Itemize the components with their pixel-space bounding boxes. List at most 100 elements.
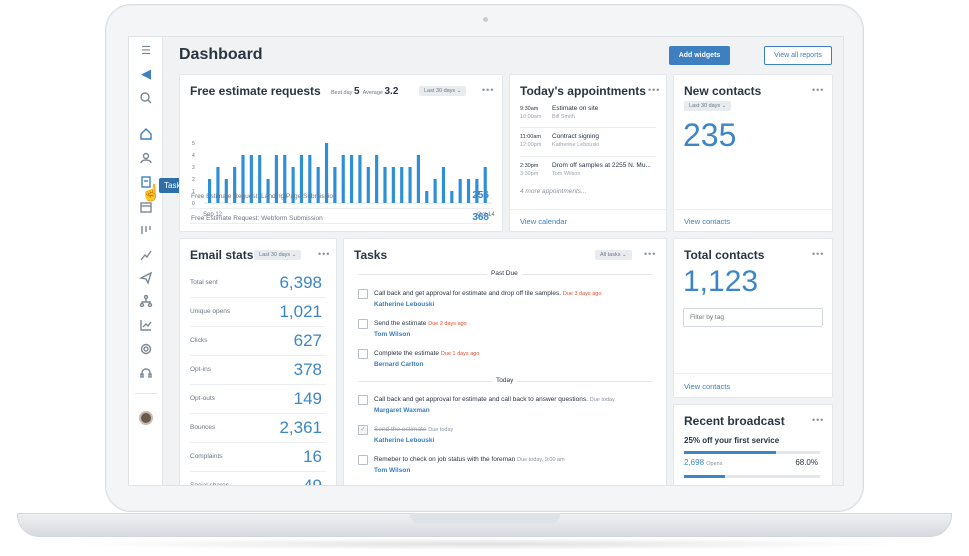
average-label: Average [362,90,383,96]
task-title: Remeber to check on job status with the … [374,456,516,463]
page-title: Dashboard [179,46,263,63]
task-text[interactable]: Call back and get approval for estimate … [374,396,615,403]
task-text[interactable]: Call back and get approval for estimate … [374,290,601,297]
stat-value: 6,398 [279,273,322,292]
task-person[interactable]: Katherine Lebouski [374,301,435,308]
email-stats-range-dropdown[interactable]: Last 30 days ⌄ [254,250,302,260]
total-contacts-card: Total contacts ••• 1,123 View contacts [673,238,833,398]
logo-icon[interactable]: ◀ [141,66,151,81]
bar [483,167,487,203]
divider [190,413,326,414]
avatar[interactable] [139,411,153,425]
task-checkbox-checked[interactable]: ✓ [358,425,368,435]
stat-label: Clicks [190,337,208,344]
new-contacts-value: 235 [683,117,737,153]
filter-by-tag-input[interactable] [683,308,823,327]
broadcast-more-icon[interactable]: ••• [812,415,825,425]
task-person[interactable]: Tom Wilson [374,467,411,474]
laptop-shadow [60,538,910,550]
task-checkbox[interactable] [358,455,368,465]
new-contacts-more-icon[interactable]: ••• [812,85,825,95]
chart-x-end: Oct 14 [477,212,495,218]
tasks-filter-dropdown[interactable]: All tasks ⌄ [595,250,632,260]
total-contacts-title: Total contacts [684,248,765,262]
task-text[interactable]: Send the estimate Due today [374,426,453,433]
home-icon[interactable] [138,127,154,143]
task-person[interactable]: Bernard Carlton [374,361,424,368]
bar [350,155,354,203]
appt-title[interactable]: Contract signing [552,133,599,140]
divider [190,442,326,443]
task-due: Due 1 days ago [440,351,480,357]
more-appointments-link[interactable]: 4 more appointments... [520,188,587,195]
bar [283,155,287,203]
new-contacts-range-dropdown[interactable]: Last 30 days ⌄ [684,101,732,111]
support-icon[interactable] [138,366,154,382]
bar [291,167,295,203]
search-icon[interactable] [138,91,154,107]
tasks-icon[interactable] [138,175,154,191]
appt-title[interactable]: Estimate on site [552,105,599,112]
task-text[interactable]: Remeber to check on job status with the … [374,456,565,463]
divider [674,209,832,210]
appt-end: 12:00pm [520,142,542,148]
task-due: Due today [428,427,454,433]
bar [475,179,479,203]
automation-icon[interactable] [138,248,154,264]
task-person[interactable]: Margaret Waxman [374,407,430,414]
view-contacts-link[interactable]: View contacts [684,382,731,391]
task-text[interactable]: Send the estimate Due 2 days ago [374,320,467,327]
opens-label: Opens [706,461,723,467]
total-contacts-more-icon[interactable]: ••• [812,249,825,259]
task-person[interactable]: Katherine Lebouski [374,437,435,444]
appt-title[interactable]: Drom off samples at 2255 N. Mu... [552,162,651,169]
settings-icon[interactable] [138,342,154,358]
stat-value: 627 [293,331,322,350]
task-text[interactable]: Complete the estimate Due 1 days ago [374,350,479,357]
reports-icon[interactable] [138,318,154,334]
estimates-range-dropdown[interactable]: Last 30 days ⌄ [419,86,467,96]
estimate-row-label: Free Estimate Request: Webform Submissio… [191,215,323,222]
appt-end: 10:00am [520,114,542,120]
email-stats-more-icon[interactable]: ••• [318,249,331,259]
broadcast-subject[interactable]: 25% off your first service [684,436,780,445]
sidebar: ☰ ◀ [129,37,163,485]
bar [391,167,395,203]
chart-x-start: Sep 12 [203,212,223,218]
sitemap-icon[interactable] [138,294,154,310]
bar [441,167,446,203]
opens-percent: 68.0% [795,458,818,467]
estimates-bar-chart: 5 4 3 2 1 0 [192,141,492,207]
tasks-more-icon[interactable]: ••• [644,249,657,259]
stat-label: Complaints [190,453,223,460]
task-checkbox[interactable] [358,289,368,299]
appointments-more-icon[interactable]: ••• [648,85,661,95]
second-track [684,475,820,478]
estimates-more-icon[interactable]: ••• [482,85,495,95]
second-bar-fill [684,475,725,478]
contacts-icon[interactable] [138,151,154,167]
task-checkbox[interactable] [358,349,368,359]
task-person[interactable]: Tom Wilson [374,331,411,338]
bar [358,155,362,203]
menu-icon[interactable]: ☰ [141,45,151,57]
stat-value: 16 [303,447,322,466]
task-checkbox[interactable] [358,395,368,405]
sidebar-divider [135,393,157,394]
broadcast-icon[interactable] [138,271,154,287]
calendar-icon[interactable] [138,200,154,216]
y-tick-label: 3 [192,165,195,171]
view-calendar-link[interactable]: View calendar [520,217,567,226]
best-day-value: 5 [353,86,360,97]
divider [190,355,326,356]
view-contacts-link[interactable]: View contacts [684,217,731,226]
stat-label: Opt-ins [190,366,211,373]
pipeline-icon[interactable] [138,223,154,239]
best-day-label: Best day [331,90,353,96]
bar [208,179,212,203]
add-widgets-button[interactable]: Add widgets [669,46,730,65]
y-tick-label: 5 [192,141,195,147]
task-checkbox[interactable] [358,319,368,329]
laptop-notch [410,513,560,523]
view-all-reports-button[interactable]: View all reports [764,46,832,65]
